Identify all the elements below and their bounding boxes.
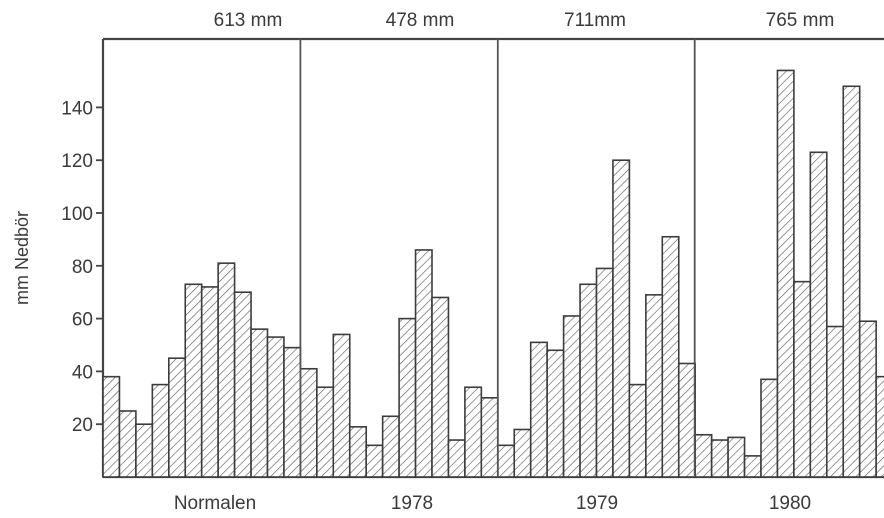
bar-1980-4: [743, 455, 762, 478]
bar-1978-6: [381, 415, 400, 478]
bar-1978-4: [348, 426, 368, 478]
period-name-label: 1980: [769, 493, 811, 514]
bar-1980-6: [776, 69, 795, 478]
y-tick-label: 40: [72, 362, 93, 383]
bar-1979-1: [496, 444, 516, 478]
bar-series: [102, 69, 884, 478]
bar-1980-8: [809, 151, 828, 478]
bar-1979-2: [513, 428, 532, 478]
bar-1980-5: [760, 378, 779, 478]
bar-normalen-4: [151, 383, 170, 478]
bar-1979-4: [546, 349, 565, 478]
y-axis-ticks: 20 40 60 80 100 120 140: [61, 98, 103, 436]
bar-1980-7: [793, 280, 812, 478]
bar-normalen-11: [266, 336, 285, 478]
bar-1978-10: [447, 439, 466, 478]
y-tick-label: 140: [61, 98, 93, 119]
bar-1980-1: [694, 433, 713, 478]
bar-1979-6: [579, 283, 598, 478]
y-tick-label: 100: [61, 204, 93, 225]
bar-1980-12: [875, 375, 884, 478]
bar-1978-3: [332, 333, 351, 478]
bar-1978-11: [464, 386, 483, 478]
bar-1980-2: [710, 439, 729, 478]
bar-1979-12: [677, 362, 697, 478]
bar-1980-9: [825, 325, 845, 478]
bar-1978-9: [431, 296, 450, 478]
bar-normalen-3: [135, 423, 154, 478]
bar-1979-10: [645, 294, 664, 478]
period-total-label: 711mm: [564, 10, 626, 31]
period-totals: 613 mm 478 mm 711mm 765 mm: [214, 10, 835, 31]
y-tick-label: 60: [72, 310, 93, 331]
bar-normalen-6: [184, 283, 203, 478]
bar-1978-7: [398, 317, 417, 478]
period-total-label: 613 mm: [214, 10, 283, 31]
bar-1979-5: [562, 315, 581, 478]
bar-1978-12: [480, 396, 499, 478]
bar-normalen-12: [283, 346, 302, 478]
bar-1979-3: [529, 341, 548, 478]
y-tick-label: 120: [61, 151, 93, 172]
bar-1978-8: [414, 249, 433, 478]
y-axis-title: mm Nedbör: [12, 211, 32, 305]
bar-normalen-8: [217, 262, 236, 478]
period-name-label: 1978: [391, 493, 433, 514]
bar-1979-11: [661, 235, 680, 478]
bar-normalen-7: [200, 286, 219, 478]
period-labels: Normalen 1978 1979 1980: [174, 493, 811, 514]
bar-normalen-5: [168, 357, 187, 478]
period-name-label: Normalen: [174, 493, 256, 514]
bar-normalen-9: [233, 291, 252, 478]
bar-1979-7: [595, 267, 614, 478]
bar-1978-5: [365, 444, 384, 478]
period-name-label: 1979: [576, 493, 618, 514]
bar-normalen-10: [250, 328, 269, 478]
bar-normalen-2: [118, 410, 137, 478]
bar-1980-11: [858, 320, 877, 478]
bar-normalen-1: [102, 375, 121, 478]
bar-1980-3: [727, 436, 746, 478]
y-tick-label: 80: [72, 257, 93, 278]
bar-1978-1: [299, 367, 318, 478]
bar-1978-2: [316, 386, 335, 478]
y-tick-label: 20: [72, 415, 93, 436]
bar-1979-8: [612, 159, 631, 478]
period-total-label: 765 mm: [766, 10, 835, 31]
period-dividers: [299, 39, 696, 477]
bar-1979-9: [628, 383, 647, 478]
bar-1980-10: [842, 85, 861, 478]
period-total-label: 478 mm: [386, 10, 455, 31]
